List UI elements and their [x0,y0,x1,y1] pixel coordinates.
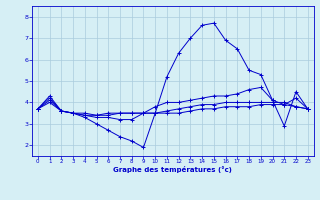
X-axis label: Graphe des températures (°c): Graphe des températures (°c) [113,166,232,173]
